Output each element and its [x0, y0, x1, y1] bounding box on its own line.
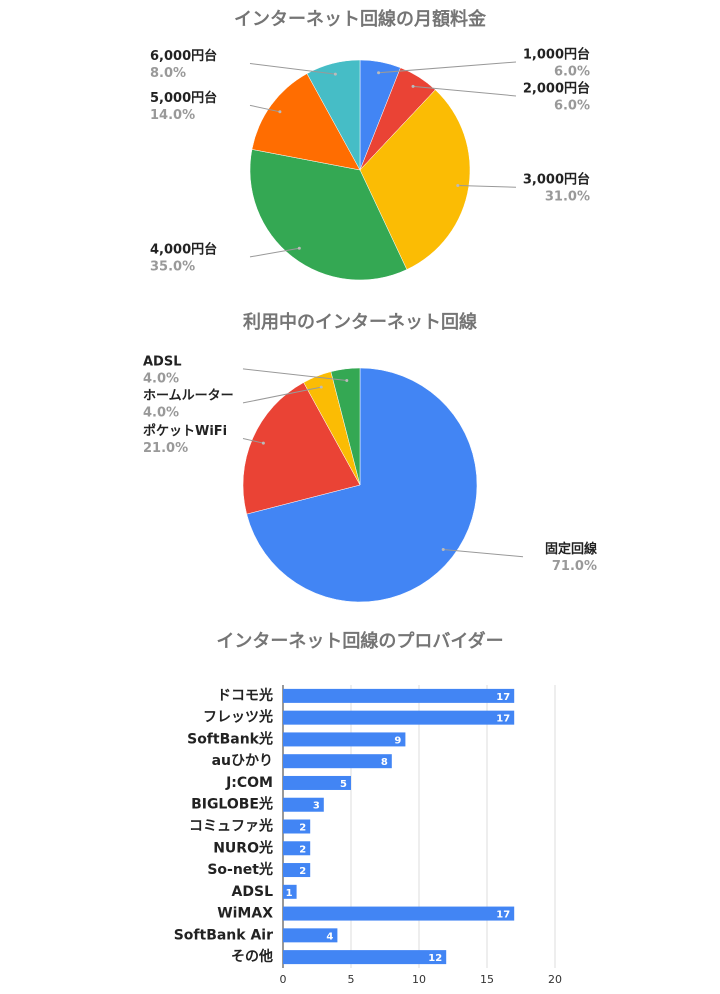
y-tick-label: その他	[231, 948, 273, 965]
y-tick-label: So-net光	[207, 861, 273, 878]
leader-dot	[411, 84, 415, 88]
leader-line	[242, 438, 264, 444]
bar	[283, 754, 392, 769]
leader-line	[249, 104, 281, 113]
slice-percent: 4.0%	[143, 405, 179, 420]
leader-dot	[319, 385, 323, 389]
bar-value: 2	[299, 844, 306, 855]
leader-dot	[333, 72, 337, 76]
slice-label: 固定回線	[545, 541, 598, 557]
slice-label: 1,000円台	[523, 46, 590, 62]
leader-dot	[345, 379, 349, 383]
bar	[283, 884, 297, 899]
bar	[283, 688, 515, 703]
leader-line	[242, 386, 322, 404]
slice-percent: 31.0%	[545, 190, 590, 205]
slice-percent: 21.0%	[143, 441, 188, 456]
bar-value: 5	[340, 779, 347, 790]
leader-line	[457, 184, 517, 188]
bar	[283, 710, 515, 725]
x-tick-label: 0	[280, 973, 287, 986]
bar-value: 2	[299, 823, 306, 834]
pie-slice	[359, 89, 471, 270]
y-tick-label: NURO光	[213, 839, 273, 856]
x-tick-label: 10	[412, 973, 426, 986]
leader-dot	[441, 548, 445, 552]
pie-slice	[251, 73, 361, 171]
bar	[283, 950, 447, 965]
pie-slice	[306, 59, 361, 171]
pie-slice	[246, 367, 478, 603]
y-tick-label: auひかり	[212, 753, 273, 769]
bar	[283, 928, 338, 943]
slice-percent: 71.0%	[552, 559, 597, 574]
slice-label: 3,000円台	[523, 172, 590, 188]
leader-dot	[456, 183, 460, 187]
slice-label: 4,000円台	[150, 241, 217, 257]
slice-percent: 14.0%	[150, 108, 195, 123]
bar-value: 8	[381, 757, 388, 768]
y-tick-label: BIGLOBE光	[191, 796, 273, 813]
bar-value: 17	[496, 714, 510, 725]
bar-value: 4	[326, 931, 333, 942]
leader-line	[249, 247, 300, 258]
y-tick-label: ADSL	[232, 884, 274, 900]
x-tick-label: 15	[480, 973, 494, 986]
x-tick-label: 5	[348, 973, 355, 986]
leader-dot	[261, 441, 265, 445]
chart-title: インターネット回線の月額料金	[234, 8, 487, 30]
chart-title: 利用中のインターネット回線	[243, 311, 477, 333]
slice-percent: 6.0%	[554, 98, 590, 113]
y-tick-label: フレッツ光	[203, 709, 273, 726]
slice-label: 5,000円台	[150, 90, 217, 106]
bar-value: 9	[394, 735, 401, 746]
bar	[283, 797, 324, 812]
pie-slice	[249, 149, 408, 281]
slice-label: ポケットWiFi	[143, 423, 227, 439]
x-tick-label: 20	[548, 973, 562, 986]
slice-label: 2,000円台	[523, 80, 590, 96]
bar	[283, 775, 351, 790]
y-tick-label: J:COM	[225, 775, 273, 791]
y-tick-label: SoftBank Air	[174, 927, 273, 943]
bar	[283, 732, 406, 747]
bar	[283, 841, 311, 856]
leader-line	[378, 61, 517, 74]
bar	[283, 863, 311, 878]
chart-title: インターネット回線のプロバイダー	[216, 630, 503, 652]
slice-percent: 8.0%	[150, 66, 186, 81]
slice-percent: 6.0%	[554, 64, 590, 79]
y-tick-label: SoftBank光	[187, 730, 273, 747]
leader-line	[249, 62, 336, 75]
slice-label: ホームルーター	[143, 388, 234, 403]
bar	[283, 819, 311, 834]
y-tick-label: WiMAX	[217, 906, 273, 922]
y-tick-label: ドコモ光	[217, 687, 273, 704]
slice-percent: 4.0%	[143, 371, 179, 386]
bar	[283, 906, 515, 921]
leader-line	[413, 85, 517, 97]
leader-dot	[377, 71, 381, 75]
slice-label: 6,000円台	[150, 48, 217, 64]
bar-value: 17	[496, 692, 510, 703]
slice-percent: 35.0%	[150, 259, 195, 274]
slice-label: ADSL	[143, 354, 182, 369]
leader-line	[443, 549, 524, 558]
leader-line	[242, 368, 347, 382]
bar-value: 3	[313, 801, 320, 812]
bar-value: 12	[428, 953, 442, 964]
leader-dot	[278, 110, 282, 114]
pie-slice	[242, 382, 361, 515]
leader-dot	[297, 246, 301, 250]
y-tick-label: コミュファ光	[189, 818, 273, 835]
bar-value: 17	[496, 910, 510, 921]
bar-value: 2	[299, 866, 306, 877]
pie-slice	[330, 367, 361, 486]
bar-value: 1	[286, 888, 293, 899]
